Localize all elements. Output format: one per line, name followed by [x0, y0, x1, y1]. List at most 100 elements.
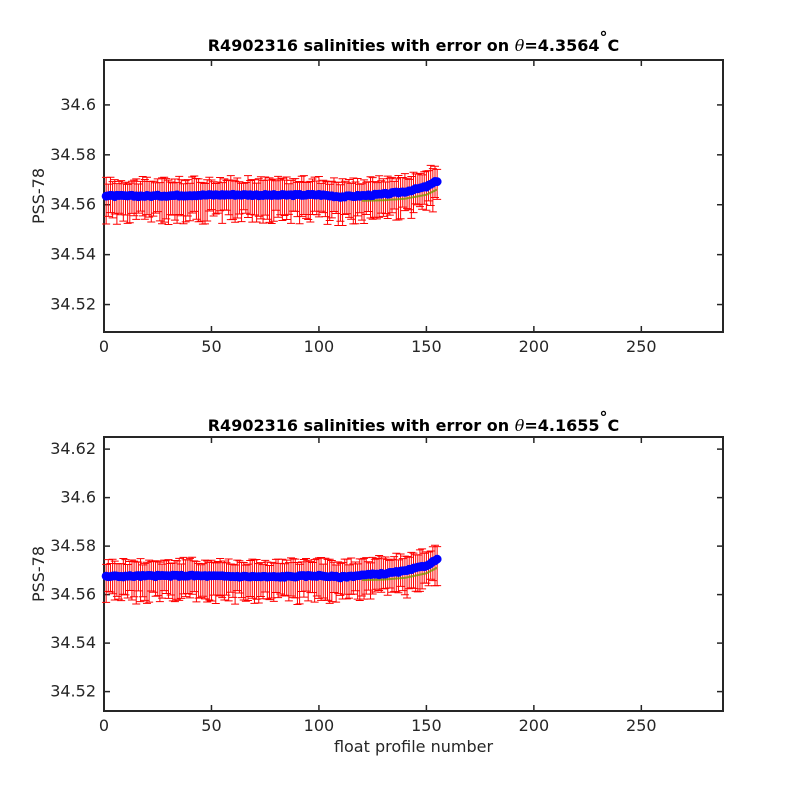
- chart-top: R4902316 salinities with error on θ=4.35…: [29, 28, 724, 356]
- chart-top-error-bar: [323, 181, 332, 225]
- chart-top-error-bar: [252, 182, 261, 223]
- chart-bottom-title: R4902316 salinities with error on θ=4.16…: [208, 408, 620, 435]
- chart-top-title-theta: θ: [515, 36, 525, 55]
- chart-bottom-title-value: =4.1655: [524, 416, 599, 435]
- chart-bottom-error-bar: [196, 564, 205, 599]
- chart-bottom-ytick-label: 34.62: [50, 439, 96, 458]
- chart-bottom-xtick-label: 0: [99, 716, 109, 735]
- chart-bottom-error-bar: [265, 564, 274, 601]
- chart-bottom-error-bar: [192, 560, 201, 603]
- chart-top-error-bar: [336, 184, 345, 222]
- chart-top-salinity-point: [432, 177, 442, 187]
- chart-top-error-bar: [360, 179, 369, 225]
- chart-top-error-bar: [265, 177, 274, 223]
- chart-top-error-bar: [286, 179, 295, 224]
- chart-top-ylabel: PSS-78: [29, 168, 48, 224]
- chart-top-error-bar: [278, 177, 287, 221]
- chart-bottom-title-theta: θ: [515, 416, 525, 435]
- chart-top-xtick-label: 100: [304, 337, 335, 356]
- chart-bottom-error-bar: [231, 564, 240, 605]
- chart-top-ytick-label: 34.58: [50, 145, 96, 164]
- chart-bottom-error-bar: [207, 559, 216, 602]
- chart-top-error-bar: [267, 179, 276, 225]
- chart-top-ytick-label: 34.56: [50, 195, 96, 214]
- chart-bottom-ylabel: PSS-78: [29, 546, 48, 602]
- chart-top-error-bar: [428, 168, 437, 213]
- chart-bottom-ytick-label: 34.52: [50, 682, 96, 701]
- chart-top-title-unit: C: [608, 36, 620, 55]
- chart-bottom-ytick-label: 34.6: [60, 488, 96, 507]
- chart-top-error-bar: [164, 179, 173, 225]
- chart-bottom-error-bar: [203, 560, 212, 603]
- chart-bottom-error-bar: [177, 563, 186, 599]
- chart-bottom-error-bar: [142, 561, 151, 604]
- chart-bottom-error-bar: [319, 563, 328, 599]
- chart-top-plot-area: 0 50 100 150 200 250 34.52 34.54 34.56 34.58 34.6: [50, 59, 724, 356]
- chart-top-error-bar: [125, 182, 134, 224]
- chart-bottom-error-bar: [123, 564, 132, 599]
- chart-top-error-bar: [218, 182, 227, 224]
- chart-bottom-mapped-line: [361, 566, 438, 582]
- chart-top-error-bar: [394, 174, 403, 221]
- chart-bottom: R4902316 salinities with error on θ=4.16…: [29, 408, 724, 735]
- chart-top-title-value: =4.3564: [524, 36, 599, 55]
- chart-bottom-error-bar: [325, 558, 334, 604]
- chart-bottom-ytick-label: 34.54: [50, 633, 96, 652]
- chart-top-error-bar: [185, 182, 194, 222]
- chart-top-title-degree: °: [600, 28, 608, 47]
- chart-bottom-ytick-label: 34.56: [50, 585, 96, 604]
- chart-top-error-bar: [325, 183, 334, 221]
- chart-top-error-bar: [351, 181, 360, 225]
- chart-top-ytick-label: 34.6: [60, 95, 96, 114]
- chart-top-xtick-label: 50: [201, 337, 221, 356]
- chart-bottom-error-bar: [284, 562, 293, 602]
- chart-bottom-error-bar: [145, 559, 154, 603]
- chart-bottom-error-bar: [140, 562, 149, 601]
- chart-bottom-error-bar: [138, 564, 147, 598]
- chart-top-error-bar: [418, 174, 427, 210]
- chart-top-error-bar: [201, 182, 210, 225]
- chart-top-ytick-label: 34.54: [50, 245, 96, 264]
- chart-bottom-error-bar: [239, 561, 248, 601]
- chart-bottom-error-bar: [310, 559, 319, 603]
- chart-top-error-bar: [231, 180, 240, 223]
- chart-top-xtick-label: 0: [99, 337, 109, 356]
- chart-bottom-error-bar: [241, 564, 250, 602]
- chart-top-error-bar: [338, 178, 347, 227]
- chart-bottom-xtick-label: 100: [304, 716, 335, 735]
- x-axis-label: float profile number: [334, 737, 494, 756]
- chart-bottom-xtick-label: 250: [626, 716, 657, 735]
- chart-top-xtick-label: 150: [411, 337, 442, 356]
- chart-top-title: R4902316 salinities with error on θ=4.35…: [208, 28, 620, 55]
- chart-top-ytick-label: 34.52: [50, 295, 96, 314]
- chart-top-xtick-label: 200: [519, 337, 550, 356]
- chart-top-error-bar: [357, 183, 366, 221]
- chart-top-error-bar: [304, 181, 313, 221]
- chart-top-error-bar: [181, 180, 190, 223]
- chart-top-error-bar: [194, 178, 203, 223]
- chart-top-error-bar: [347, 182, 356, 220]
- chart-bottom-error-bar: [345, 564, 354, 599]
- chart-top-mapped-line: [361, 188, 438, 202]
- chart-bottom-title-degree: °: [600, 408, 608, 427]
- chart-bottom-title-prefix: R4902316 salinities with error on: [208, 416, 515, 435]
- chart-bottom-error-bar: [293, 562, 302, 605]
- chart-bottom-error-bar: [295, 563, 304, 605]
- chart-bottom-error-bar: [155, 561, 164, 603]
- chart-top-error-bar: [228, 179, 237, 220]
- chart-top-xtick-label: 250: [626, 337, 657, 356]
- chart-bottom-plot-area: 0 50 100 150 200 250 34.52 34.54 34.56 34.58 34.6 3…: [50, 436, 724, 735]
- chart-bottom-error-bar: [413, 554, 422, 593]
- chart-bottom-xtick-label: 50: [201, 716, 221, 735]
- chart-bottom-salinity-point: [432, 554, 442, 564]
- chart-bottom-error-bar: [244, 563, 253, 602]
- chart-top-title-prefix: R4902316 salinities with error on: [208, 36, 515, 55]
- chart-bottom-error-bar: [366, 562, 375, 600]
- chart-bottom-xtick-label: 200: [519, 716, 550, 735]
- chart-top-error-bar: [155, 182, 164, 222]
- chart-bottom-title-unit: C: [608, 416, 620, 435]
- chart-bottom-error-bar: [332, 564, 341, 603]
- chart-bottom-ytick-label: 34.58: [50, 536, 96, 555]
